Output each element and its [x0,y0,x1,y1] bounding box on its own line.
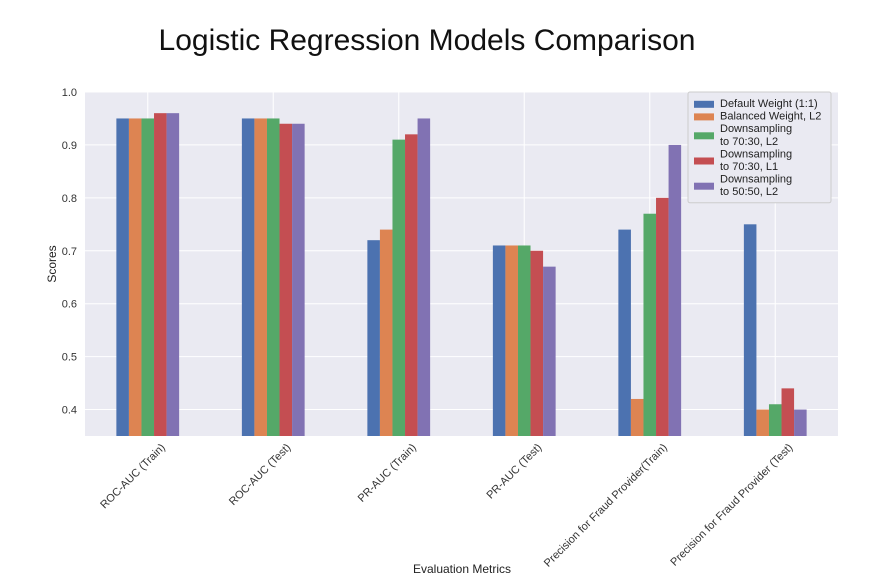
bar [530,250,544,436]
y-tick-label: 0.7 [62,246,77,258]
bar [254,118,267,436]
legend-label: Balanced Weight, L2 [720,111,821,123]
bar [417,118,431,436]
bar [794,409,807,436]
bar [141,118,155,436]
bar [492,245,506,436]
legend-label: Downsampling to 50:50, L2 [720,174,792,199]
bar [543,266,556,436]
bar [166,113,180,437]
y-axis-label: Scores [45,245,59,282]
bar [128,118,142,436]
y-axis-ticks: 0.4 0.5 0.6 0.7 0.8 0.9 1.0 [62,87,77,417]
bar [379,229,393,436]
y-tick-label: 0.9 [62,140,77,152]
bar [116,118,129,436]
x-tick-label: ROC-AUC (Train) [98,442,168,512]
legend: Default Weight (1:1)Balanced Weight, L2D… [687,91,832,204]
bar [630,398,644,436]
y-tick-label: 1.0 [62,87,77,99]
bar [266,118,280,436]
bar [279,123,293,436]
legend-swatch [694,113,714,121]
y-tick-label: 0.5 [62,352,77,364]
x-tick-label: PR-AUC (Train) [356,442,419,505]
legend-label: Default Weight (1:1) [720,98,818,110]
legend-swatch [694,132,714,140]
legend-label: Downsampling to 70:30, L1 [720,148,792,173]
bars [116,113,807,437]
bar [618,229,631,436]
bar [768,404,782,436]
x-tick-label: PR-AUC (Test) [484,442,544,502]
y-tick-label: 0.4 [62,405,77,417]
y-tick-label: 0.8 [62,193,77,205]
x-tick-label: Precision for Fraud Provider (Test) [668,442,795,569]
bar [517,245,531,436]
x-tick-label: ROC-AUC (Test) [227,442,293,508]
legend-box [687,91,832,204]
bar [392,139,406,436]
bar [756,409,769,436]
bar [292,123,305,436]
bar [656,197,669,436]
bar [405,134,418,437]
legend-swatch [694,100,714,108]
x-axis-ticks: ROC-AUC (Train) ROC-AUC (Test) PR-AUC (Tra… [98,442,795,570]
bar [505,245,518,436]
bar [781,388,795,436]
bar [154,113,167,437]
y-tick-label: 0.6 [62,299,77,311]
bar [241,118,255,436]
x-tick-label: Precision for Fraud Provider(Train) [542,442,670,570]
bar [668,144,682,436]
x-axis-label: Evaluation Metrics [413,562,511,576]
legend-swatch [694,182,714,190]
chart-title: Logistic Regression Models Comparison [158,24,696,57]
legend-swatch [694,157,714,165]
bar [743,224,757,436]
legend-label: Downsampling to 70:30, L2 [720,123,792,148]
bar [367,240,380,436]
bar [643,213,657,436]
